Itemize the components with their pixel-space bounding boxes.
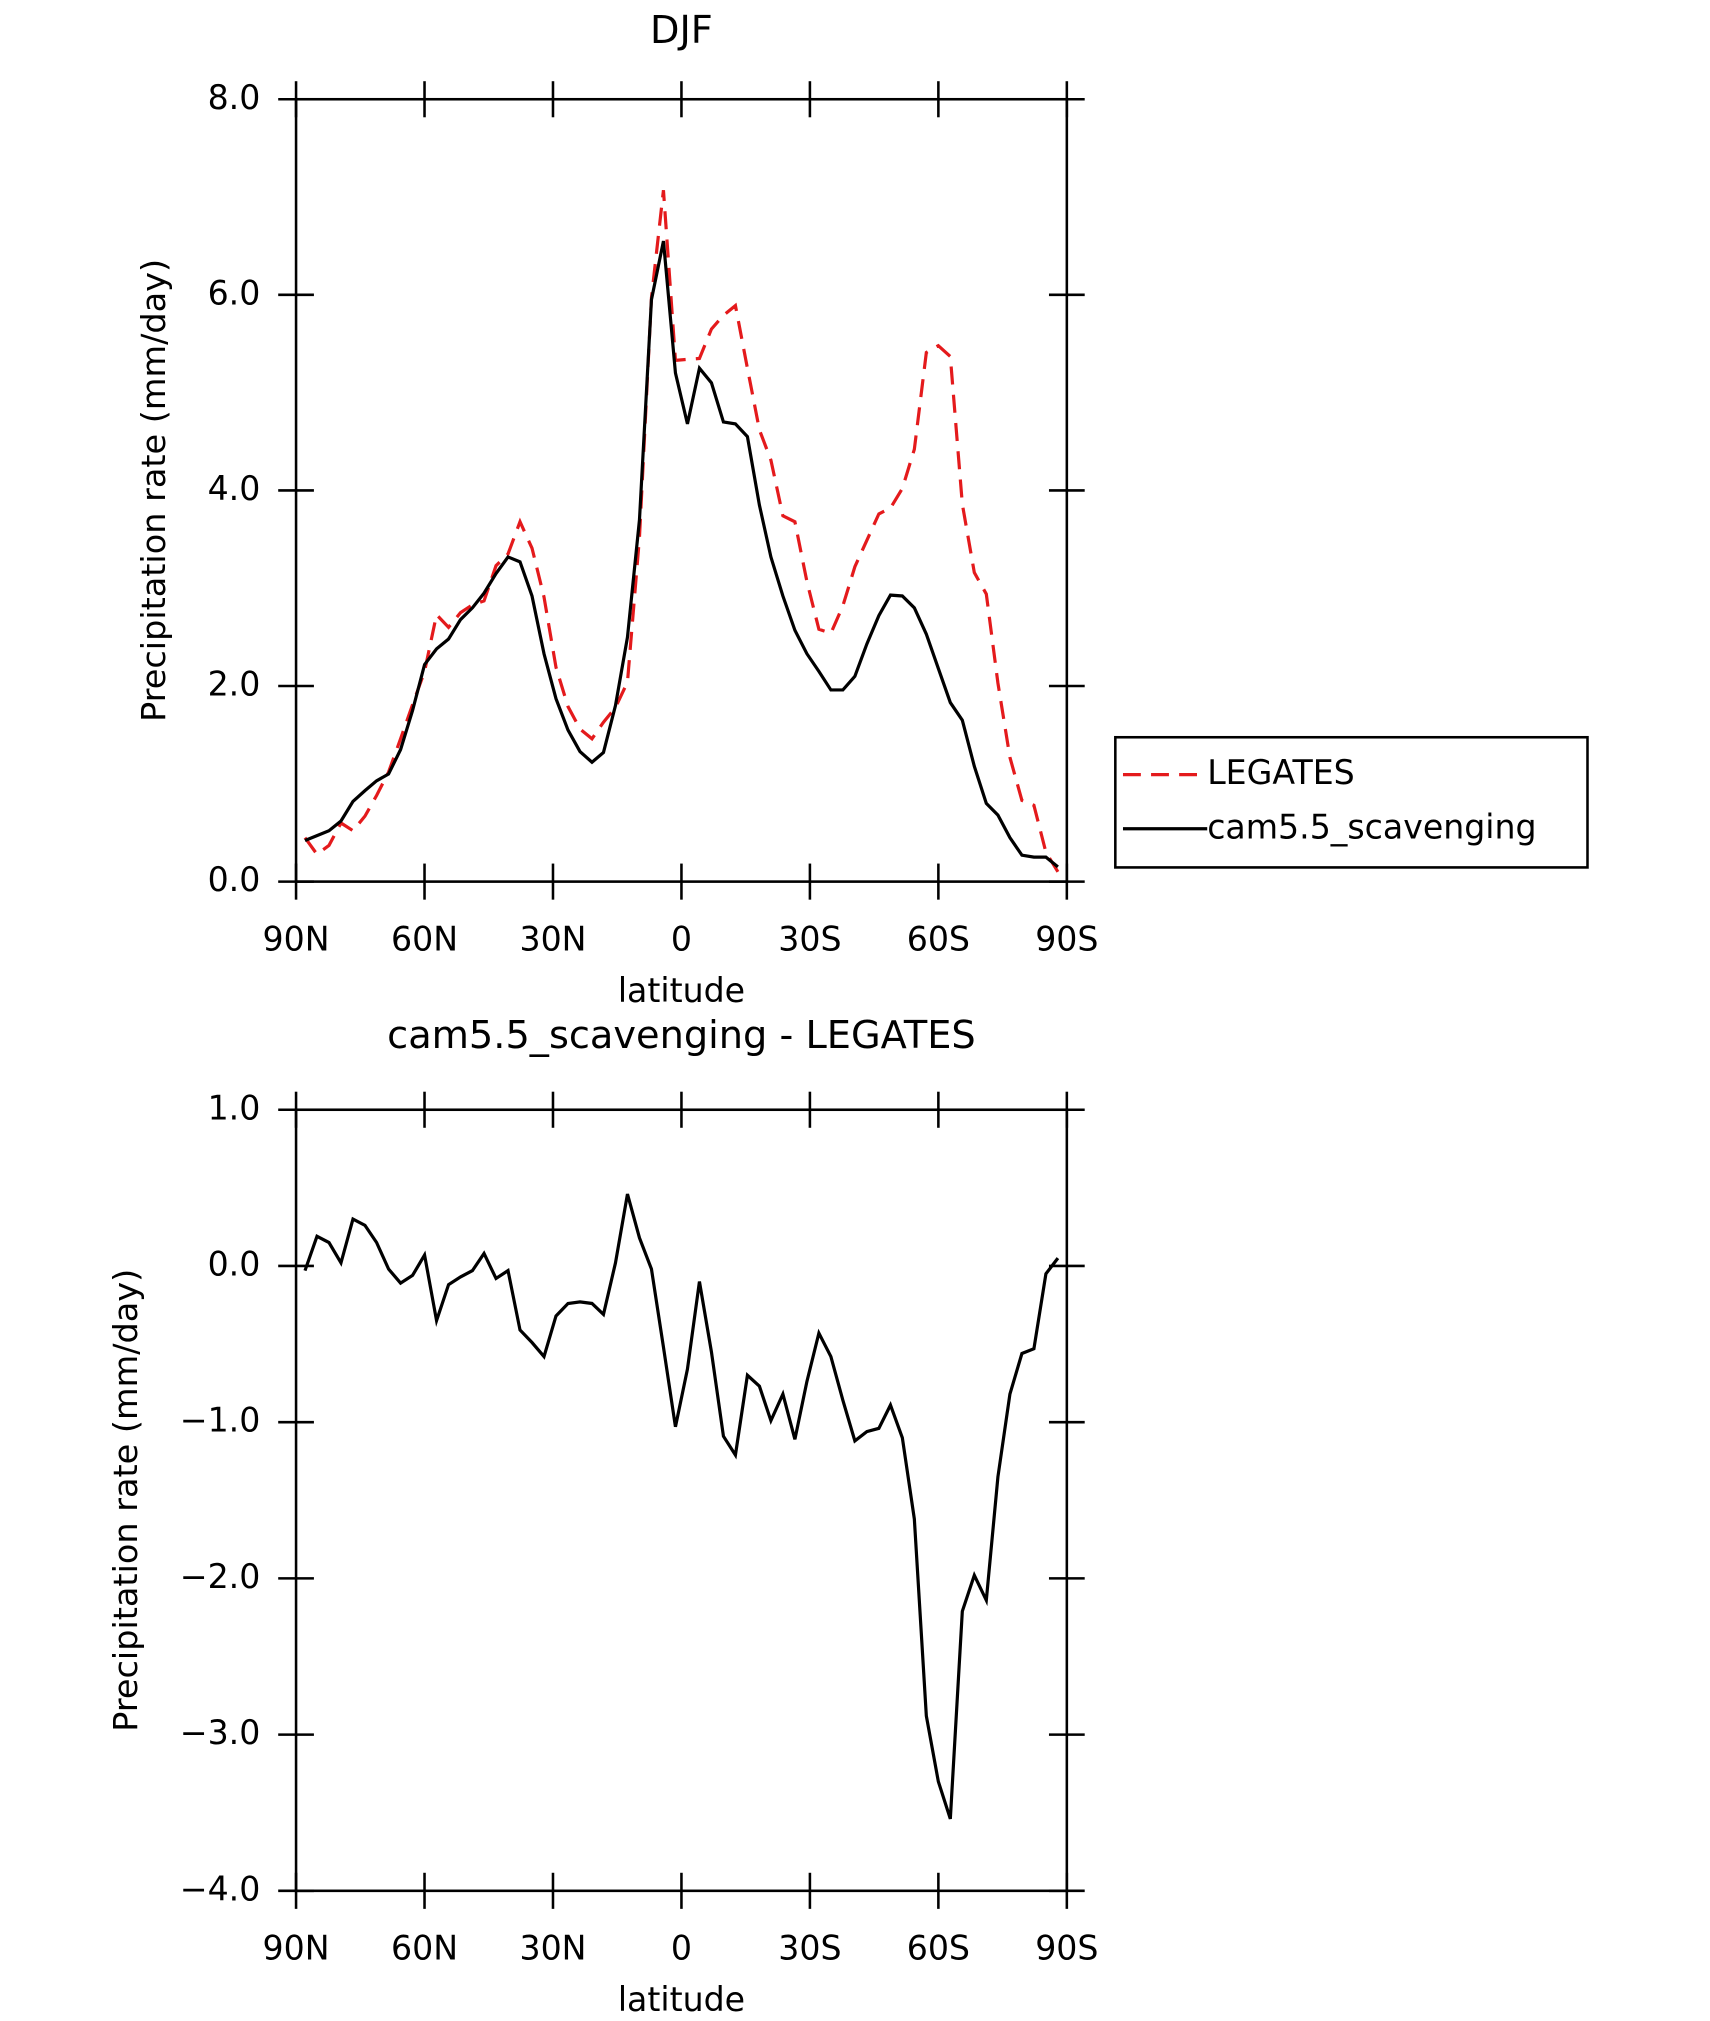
y-tick-label: −2.0 [180, 1557, 261, 1596]
x-tick-label: 90N [263, 919, 330, 958]
y-tick-label: −3.0 [180, 1713, 261, 1752]
data-line [303, 1193, 1060, 1820]
x-tick-label: 60N [391, 1929, 458, 1968]
y-axis-label: Precipitation rate (mm/day) [134, 259, 173, 722]
x-tick-label: 90N [263, 1929, 330, 1968]
x-tick-label: 90S [1035, 1929, 1098, 1968]
x-tick-label: 0 [671, 919, 692, 958]
x-tick-label: 30N [519, 1929, 586, 1968]
y-tick-label: 1.0 [208, 1088, 261, 1127]
y-tick-label: 0.0 [208, 1244, 261, 1283]
x-axis-label: latitude [618, 1980, 745, 2019]
y-tick-label: 4.0 [208, 469, 261, 508]
y-tick-label: 2.0 [208, 664, 261, 703]
x-tick-label: 30N [519, 919, 586, 958]
x-tick-label: 60N [391, 919, 458, 958]
x-axis-label: latitude [618, 971, 745, 1010]
legend-label: cam5.5_scavenging [1207, 807, 1536, 846]
chart-title: cam5.5_scavenging - LEGATES [387, 1013, 976, 1058]
x-tick-label: 90S [1035, 919, 1098, 958]
y-tick-label: 8.0 [208, 78, 261, 117]
x-tick-label: 60S [907, 919, 970, 958]
chart-title: DJF [650, 8, 713, 53]
plot-frame [294, 97, 1069, 883]
x-tick-label: 30S [778, 919, 841, 958]
y-axis-label: Precipitation rate (mm/day) [106, 1269, 145, 1732]
legend-box [1114, 735, 1589, 869]
x-tick-label: 60S [907, 1929, 970, 1968]
y-tick-label: 0.0 [208, 860, 261, 899]
y-tick-label: −1.0 [180, 1401, 261, 1440]
plot-frame [294, 1108, 1069, 1893]
y-tick-label: 6.0 [208, 273, 261, 312]
legend-label: LEGATES [1207, 753, 1355, 792]
y-tick-label: −4.0 [180, 1869, 261, 1908]
data-line [304, 240, 1059, 869]
x-tick-label: 0 [671, 1929, 692, 1968]
data-line [303, 190, 1060, 873]
x-tick-label: 30S [778, 1929, 841, 1968]
